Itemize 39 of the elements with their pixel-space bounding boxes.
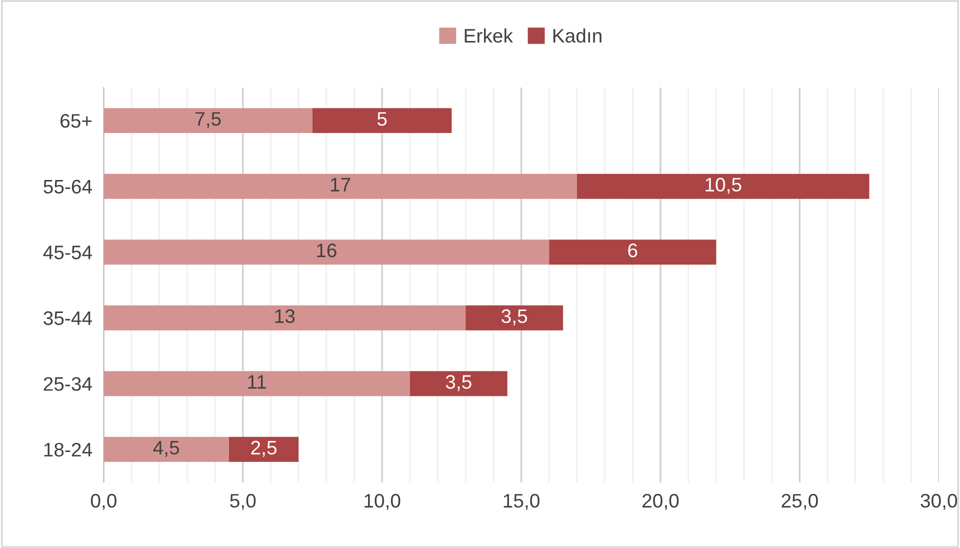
y-tick-label: 25-34	[44, 377, 92, 391]
data-label: 17	[330, 178, 350, 192]
y-tick-label: 35-44	[44, 311, 92, 326]
bar	[104, 240, 550, 265]
data-label: 2,5	[251, 440, 276, 457]
bar	[104, 305, 466, 330]
bar	[228, 436, 299, 462]
x-tick-label: 5,0	[230, 494, 256, 510]
y-tick-label: 55-64	[44, 180, 92, 194]
x-tick-label: 0,0	[90, 494, 116, 510]
x-tick-label: 20,0	[642, 494, 679, 510]
data-label: 13	[275, 309, 295, 324]
data-label: 10,5	[706, 178, 742, 194]
bar	[312, 108, 452, 134]
bar	[410, 371, 508, 396]
x-tick-label: 25,0	[782, 494, 818, 510]
bar	[549, 240, 716, 265]
x-tick-label: 30,0	[920, 494, 958, 510]
data-label: 3,5	[502, 309, 528, 326]
data-label: 6	[628, 244, 638, 258]
bar	[104, 371, 410, 396]
x-tick-label: 10,0	[364, 494, 400, 510]
data-label: 5	[377, 112, 387, 126]
legend-label: Kadın	[553, 28, 602, 43]
legend-label: Erkek	[464, 28, 513, 43]
data-label: 4,5	[153, 441, 180, 457]
bar	[466, 305, 564, 330]
data-label: 16	[317, 244, 336, 258]
bar	[576, 174, 870, 199]
y-tick-label: 45-54	[43, 246, 92, 260]
bar	[104, 174, 577, 199]
data-label: 7,5	[196, 112, 221, 128]
y-tick-label: 18-24	[44, 442, 92, 457]
data-label: 3,5	[446, 375, 472, 392]
y-tick-label: 65+	[60, 114, 92, 128]
data-label: 11	[248, 375, 266, 389]
x-tick-label: 15,0	[504, 494, 540, 510]
bar	[104, 436, 229, 462]
bar	[104, 108, 312, 134]
